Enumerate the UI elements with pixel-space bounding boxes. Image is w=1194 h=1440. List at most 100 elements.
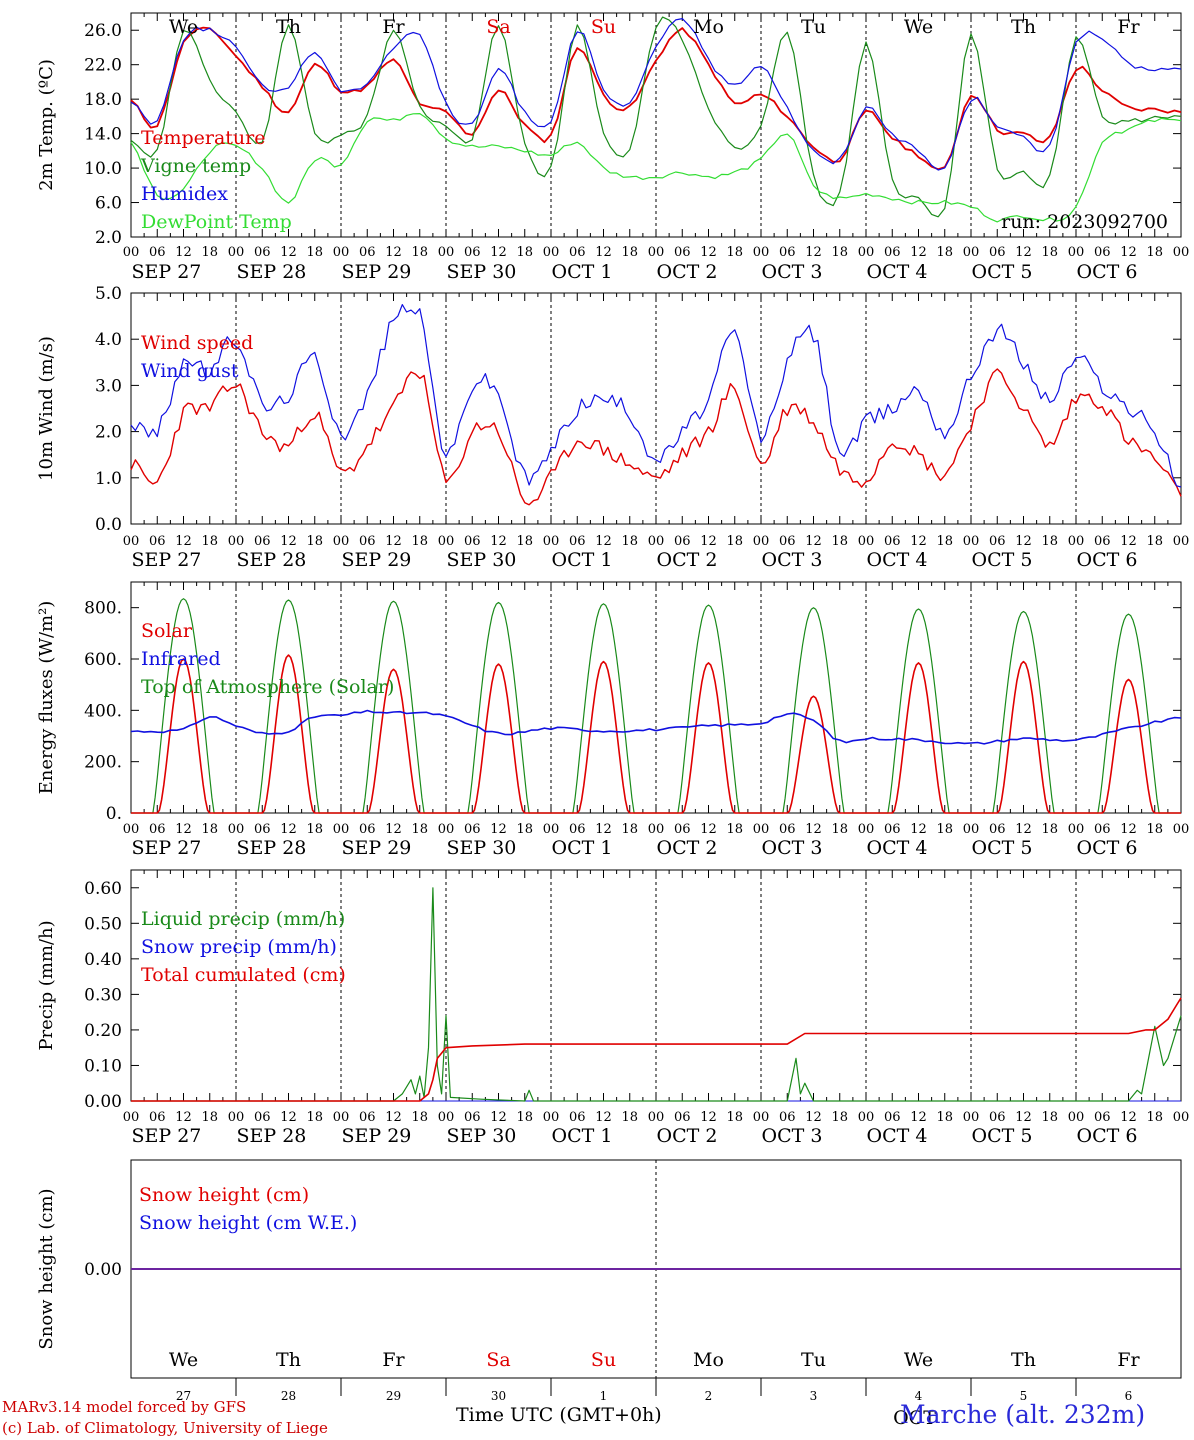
legend-entry: Humidex [141,183,228,205]
hour-tick-label: 06 [1094,822,1111,837]
hour-tick-label: 18 [306,1110,323,1125]
y-tick-label: 0.60 [84,879,122,899]
legend-entry: Snow precip (mm/h) [141,936,337,958]
hour-tick-label: 00 [438,245,455,260]
day-number-label: 4 [915,1389,923,1403]
hour-tick-label: 12 [1015,534,1032,549]
hour-tick-label: 00 [228,245,245,260]
series-wind-gust [130,304,1182,488]
hour-tick-label: 12 [595,1110,612,1125]
series-temperature [130,26,1182,171]
hour-tick-label: 00 [333,245,350,260]
y-tick-label: 800. [84,599,122,619]
hour-tick-label: 00 [1068,822,1085,837]
hour-tick-label: 06 [464,245,481,260]
hour-tick-label: 18 [1146,1110,1163,1125]
y-tick-label: 18.0 [84,90,122,110]
date-tick-label: OCT 3 [762,837,823,859]
hour-tick-label: 00 [543,534,560,549]
hour-tick-label: 06 [359,1110,376,1125]
hour-tick-label: 00 [858,245,875,260]
date-tick-label: OCT 2 [657,1125,718,1147]
hour-tick-label: 00 [963,245,980,260]
legend-entry: Top of Atmosphere (Solar) [141,676,394,698]
legend-entry: Wind gust [141,360,239,382]
weekday-label: Th [1011,16,1036,38]
hour-tick-label: 06 [359,245,376,260]
hour-tick-label: 06 [569,1110,586,1125]
hour-tick-label: 06 [884,1110,901,1125]
date-tick-label: OCT 5 [972,1125,1033,1147]
y-tick-label: 14.0 [84,125,122,145]
hour-tick-label: 12 [595,245,612,260]
date-tick-label: OCT 3 [762,549,823,571]
hour-tick-label: 18 [726,245,743,260]
hour-tick-label: 06 [464,1110,481,1125]
hour-tick-label: 12 [280,1110,297,1125]
weekday-label: Fr [1117,16,1140,38]
hour-tick-label: 12 [805,1110,822,1125]
hour-tick-label: 00 [228,822,245,837]
hour-tick-label: 06 [1094,245,1111,260]
hour-tick-label: 00 [1068,534,1085,549]
hour-tick-label: 18 [1041,1110,1058,1125]
date-tick-label: SEP 30 [447,549,517,571]
hour-tick-label: 18 [411,1110,428,1125]
hour-tick-label: 00 [1068,245,1085,260]
hour-tick-label: 00 [648,822,665,837]
hour-tick-label: 00 [858,822,875,837]
hour-tick-label: 00 [858,1110,875,1125]
hour-tick-label: 12 [385,534,402,549]
y-axis-title: 10m Wind (m/s) [36,336,57,481]
series-liquid-precip-mm-h [131,887,1182,1102]
y-tick-label: 0.20 [84,1021,122,1041]
hour-tick-label: 00 [333,534,350,549]
hour-tick-label: 12 [490,822,507,837]
hour-tick-label: 18 [831,534,848,549]
hour-tick-label: 00 [753,534,770,549]
date-tick-label: OCT 5 [972,837,1033,859]
hour-tick-label: 06 [989,245,1006,260]
date-tick-label: SEP 29 [342,261,412,283]
date-tick-label: OCT 4 [867,1125,928,1147]
hour-tick-label: 12 [805,822,822,837]
weekday-label: Tu [801,1349,826,1371]
hour-tick-label: 06 [779,1110,796,1125]
hour-tick-label: 18 [306,822,323,837]
model-credit: MARv3.14 model forced by GFS [2,1398,247,1416]
hour-tick-label: 00 [963,534,980,549]
legend-entry: Snow height (cm W.E.) [139,1212,357,1234]
hour-tick-label: 18 [411,245,428,260]
date-tick-label: SEP 30 [447,837,517,859]
y-tick-label: 6.0 [95,194,122,214]
date-tick-label: OCT 4 [867,549,928,571]
hour-tick-label: 18 [936,245,953,260]
hour-tick-label: 18 [411,534,428,549]
weekday-label: Sa [486,1349,510,1371]
y-tick-label: 400. [84,701,122,721]
hour-tick-label: 18 [1146,245,1163,260]
hour-tick-label: 00 [648,245,665,260]
y-axis-title: 2m Temp. (ºC) [36,59,57,191]
date-tick-label: SEP 28 [237,261,307,283]
legend-entry: Temperature [141,127,265,149]
hour-tick-label: 06 [254,245,271,260]
date-tick-label: SEP 27 [132,261,202,283]
hour-tick-label: 06 [779,534,796,549]
hour-tick-label: 18 [831,245,848,260]
hour-tick-label: 06 [884,534,901,549]
y-tick-label: 2.0 [95,228,122,248]
date-tick-label: SEP 27 [132,837,202,859]
date-tick-label: SEP 29 [342,549,412,571]
legend-entry: Wind speed [141,332,253,354]
date-tick-label: OCT 2 [657,549,718,571]
hour-tick-label: 12 [280,245,297,260]
hour-tick-label: 18 [936,534,953,549]
hour-tick-label: 00 [753,245,770,260]
hour-tick-label: 12 [700,822,717,837]
date-tick-label: OCT 1 [552,261,613,283]
date-tick-label: SEP 27 [132,549,202,571]
series-infrared [130,709,1182,745]
weekday-label: Su [591,16,616,38]
hour-tick-label: 12 [175,534,192,549]
